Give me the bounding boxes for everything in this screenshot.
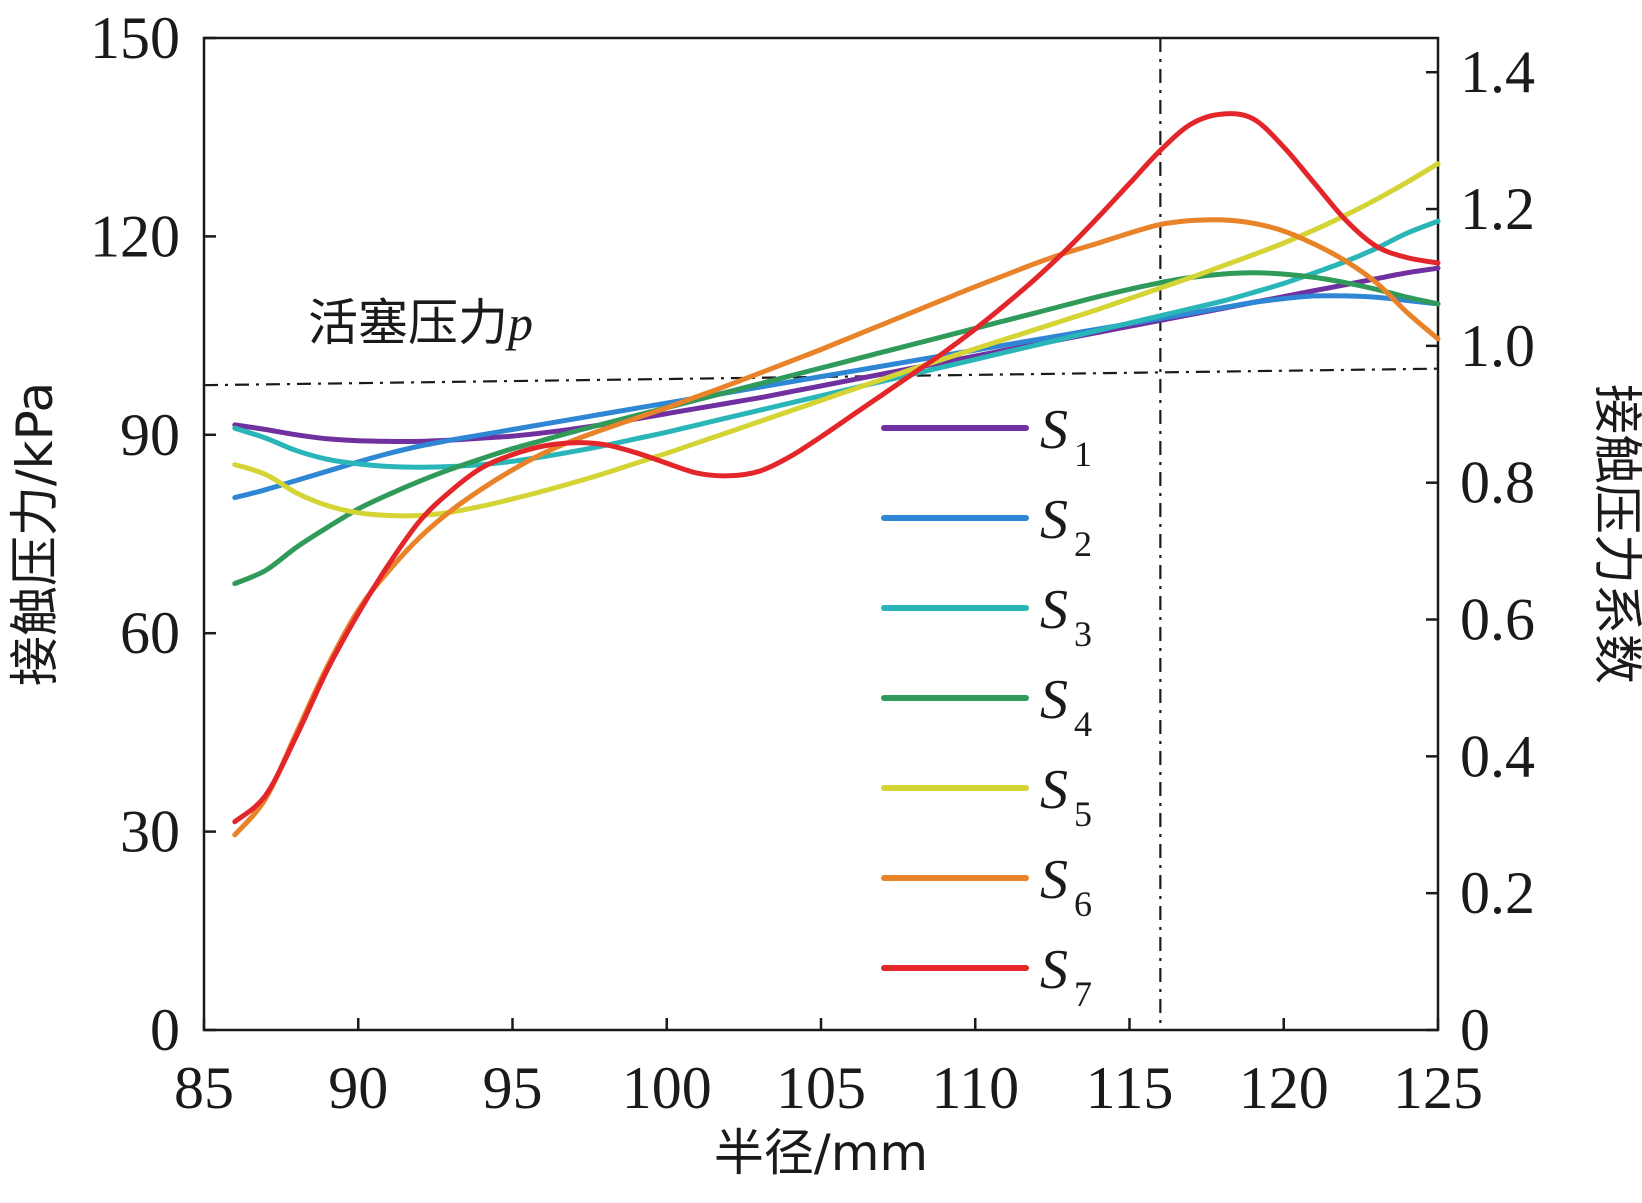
- x-tick-label: 120: [1239, 1055, 1329, 1121]
- left-y-axis: 0 30 60 90 120 150: [90, 5, 216, 1063]
- reference-lines: [203, 38, 1439, 1030]
- legend-subscript-s4: 4: [1074, 704, 1092, 744]
- plot-frame: [202, 36, 1440, 1032]
- x-tick-label: 105: [776, 1055, 866, 1121]
- piston-pressure-variable: p: [505, 295, 533, 351]
- x-tick-label: 125: [1393, 1055, 1483, 1121]
- y2-tick-label: 0.2: [1460, 860, 1535, 926]
- x-tick-label: 110: [931, 1055, 1019, 1121]
- y2-tick-label: 0.6: [1460, 587, 1535, 653]
- y-tick-label: 90: [120, 402, 180, 468]
- y2-tick-label: 0.4: [1460, 723, 1535, 789]
- legend-label-s6: S: [1040, 849, 1068, 911]
- y-tick-label: 60: [120, 600, 180, 666]
- legend-subscript-s1: 1: [1074, 434, 1092, 474]
- y-tick-label: 120: [90, 203, 180, 269]
- y-tick-label: 0: [150, 997, 180, 1063]
- right-y-axis-title: 接触压力系数: [1588, 384, 1642, 684]
- x-tick-label: 100: [622, 1055, 712, 1121]
- x-tick-label: 85: [174, 1055, 234, 1121]
- x-tick-label: 115: [1086, 1055, 1174, 1121]
- legend-subscript-s5: 5: [1074, 794, 1092, 834]
- series-line-s6: [232, 217, 1441, 838]
- y2-tick-label: 0.8: [1460, 450, 1535, 516]
- y-tick-label: 30: [120, 799, 180, 865]
- legend-subscript-s2: 2: [1074, 524, 1092, 564]
- series-lines: [232, 111, 1441, 838]
- x-axis: 85 90 95 100 105 110 115 120 125: [174, 1018, 1483, 1121]
- legend: S 1S 2S 3S 4S 5S 6S 7: [881, 399, 1092, 1014]
- x-tick-label: 90: [328, 1055, 388, 1121]
- y2-tick-label: 1.0: [1460, 313, 1535, 379]
- x-axis-title: 半径/mm: [714, 1124, 928, 1182]
- legend-subscript-s6: 6: [1074, 884, 1092, 924]
- series-line-s2: [232, 293, 1441, 501]
- series-line-s3: [232, 218, 1441, 470]
- legend-label-s5: S: [1040, 759, 1068, 821]
- right-y-axis: 0 0.2 0.4 0.6 0.8 1.0 1.2 1.4: [1426, 39, 1535, 1063]
- legend-label-s2: S: [1040, 489, 1068, 551]
- series-line-s5: [232, 161, 1441, 519]
- piston-pressure-annotation: 活塞压力p: [308, 294, 533, 352]
- piston-pressure-line: [203, 367, 1439, 387]
- legend-label-s1: S: [1040, 399, 1068, 461]
- legend-label-s4: S: [1040, 669, 1068, 731]
- legend-subscript-s3: 3: [1074, 614, 1092, 654]
- series-line-s7: [232, 111, 1441, 825]
- legend-label-s3: S: [1040, 579, 1068, 641]
- y2-tick-label: 1.4: [1460, 39, 1535, 105]
- y2-tick-label: 1.2: [1460, 176, 1535, 242]
- y2-tick-label: 0: [1460, 997, 1490, 1063]
- left-y-axis-title: 接触压力/kPa: [6, 382, 64, 686]
- legend-label-s7: S: [1040, 939, 1068, 1001]
- piston-pressure-label: 活塞压力: [308, 294, 508, 352]
- series-line-s4: [232, 270, 1441, 587]
- y-tick-label: 150: [90, 5, 180, 71]
- x-tick-label: 95: [483, 1055, 543, 1121]
- legend-subscript-s7: 7: [1074, 974, 1092, 1014]
